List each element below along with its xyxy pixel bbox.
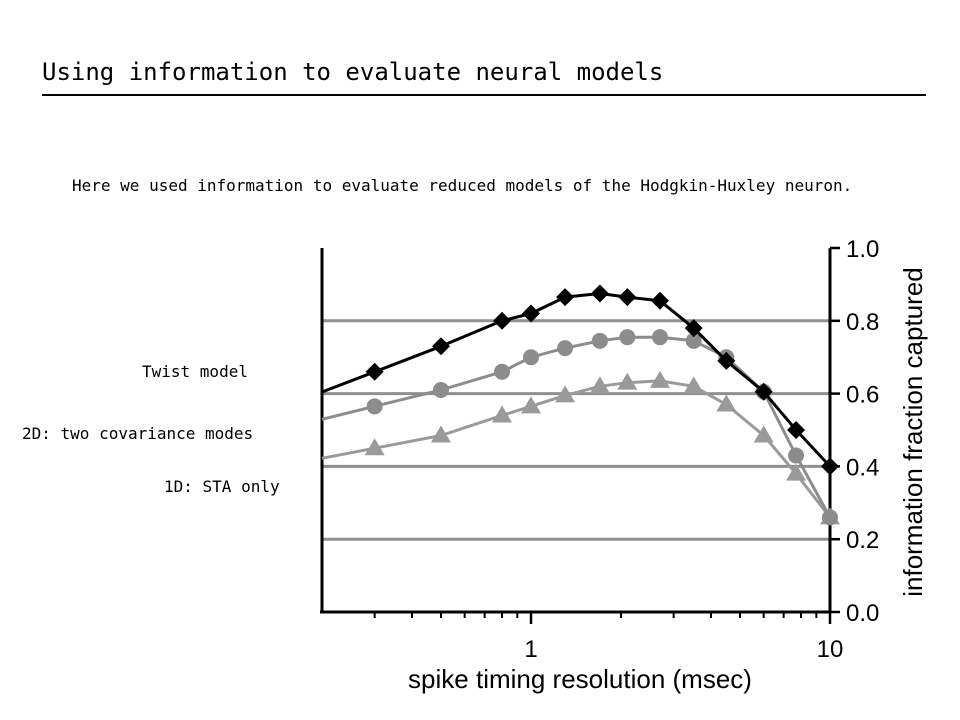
x-axis-label: spike timing resolution (msec) bbox=[408, 664, 752, 694]
x-tick-label: 10 bbox=[817, 636, 844, 663]
point-two-d bbox=[494, 363, 511, 380]
point-twist bbox=[521, 304, 540, 323]
point-two-d bbox=[788, 447, 805, 464]
point-twist bbox=[684, 319, 703, 338]
point-twist bbox=[556, 288, 575, 307]
chart-axes bbox=[320, 246, 840, 624]
point-two-d bbox=[685, 332, 702, 349]
point-one-d bbox=[716, 394, 737, 412]
point-two-d bbox=[522, 349, 539, 366]
y-tick-label: 0.4 bbox=[846, 454, 879, 481]
point-twist bbox=[618, 288, 637, 307]
point-one-d bbox=[589, 376, 610, 394]
point-two-d bbox=[591, 332, 608, 349]
point-two-d bbox=[432, 381, 449, 398]
y-tick-label: 0.2 bbox=[846, 527, 879, 554]
point-two-d bbox=[557, 340, 574, 357]
point-twist bbox=[590, 284, 609, 303]
point-one-d bbox=[617, 372, 638, 390]
point-twist bbox=[650, 291, 669, 310]
y-axis-label: information fraction captured bbox=[898, 267, 928, 597]
series-label-2d: 2D: two covariance modes bbox=[22, 424, 254, 443]
series-line-one-d bbox=[321, 379, 832, 519]
point-twist bbox=[493, 311, 512, 330]
series-label-1d: 1D: STA only bbox=[164, 477, 280, 496]
y-tick-label: 1.0 bbox=[846, 236, 879, 263]
point-one-d bbox=[430, 425, 451, 443]
point-one-d bbox=[753, 425, 774, 443]
point-two-d bbox=[651, 329, 668, 346]
series-line-twist bbox=[321, 292, 832, 468]
slide-title: Using information to evaluate neural mod… bbox=[42, 58, 664, 86]
point-twist bbox=[431, 337, 450, 356]
point-one-d bbox=[520, 396, 541, 414]
x-tick-label: 1 bbox=[524, 636, 537, 663]
point-two-d bbox=[619, 329, 636, 346]
y-tick-label: 0.0 bbox=[846, 600, 879, 627]
series-label-twist: Twist model bbox=[142, 362, 248, 381]
point-two-d bbox=[366, 398, 383, 415]
point-twist bbox=[754, 382, 773, 401]
point-twist bbox=[365, 362, 384, 381]
point-twist bbox=[787, 421, 806, 439]
point-one-d bbox=[683, 376, 704, 394]
point-one-d bbox=[492, 405, 513, 423]
point-one-d bbox=[364, 438, 385, 456]
grid-lines bbox=[322, 319, 830, 541]
point-one-d bbox=[786, 463, 807, 481]
title-divider bbox=[42, 94, 926, 96]
tick-labels: 0.0 0.2 0.4 0.6 0.8 1.0 1 10 bbox=[524, 236, 879, 663]
chart-series bbox=[321, 284, 840, 526]
point-one-d bbox=[649, 370, 670, 388]
point-twist bbox=[821, 457, 839, 476]
y-tick-label: 0.6 bbox=[846, 382, 879, 409]
point-one-d bbox=[555, 385, 576, 403]
y-tick-label: 0.8 bbox=[846, 309, 879, 336]
point-twist bbox=[717, 351, 736, 370]
point-two-d bbox=[822, 509, 838, 526]
intro-text: Here we used information to evaluate red… bbox=[72, 176, 853, 195]
